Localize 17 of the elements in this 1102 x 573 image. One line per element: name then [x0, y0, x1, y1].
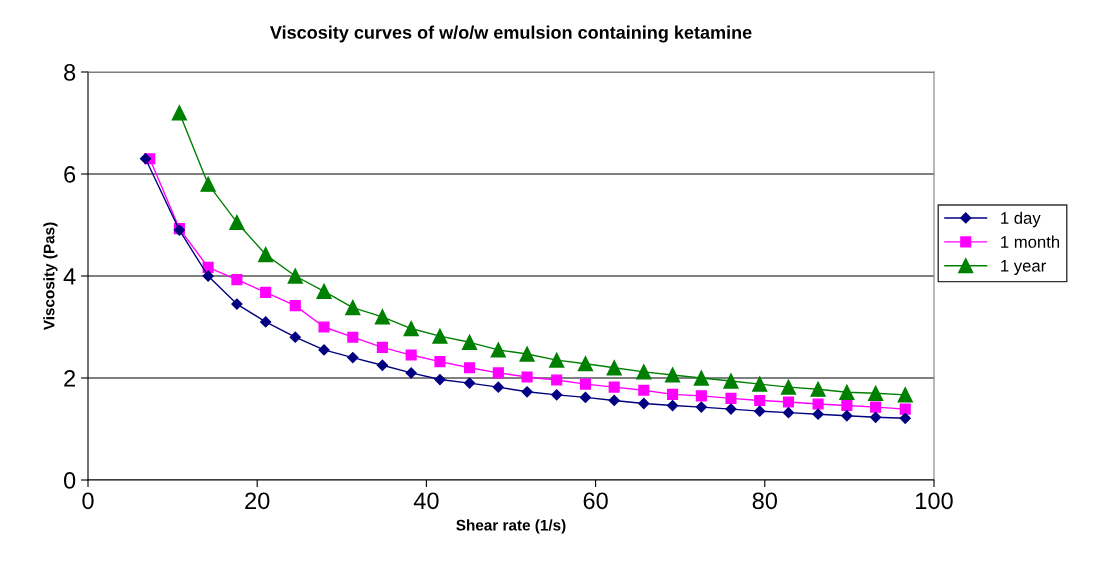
chart-title: Viscosity curves of w/o/w emulsion containing ketamine — [270, 25, 752, 43]
y-axis-title: Viscosity (Pas) — [43, 222, 58, 331]
legend-label: 1 month — [1001, 235, 1060, 248]
x-tick-label: 40 — [413, 492, 439, 510]
x-tick-label: 100 — [916, 492, 953, 510]
y-tick-label: 2 — [64, 370, 76, 387]
x-tick-label: 0 — [82, 492, 94, 510]
y-tick-label: 0 — [63, 472, 76, 489]
legend-label: 1 year — [1001, 260, 1046, 275]
x-tick-label: 20 — [245, 492, 270, 510]
x-axis-title: Shear rate (1/s) — [456, 519, 566, 534]
x-tick-label: 80 — [752, 492, 778, 510]
legend-label: 1 day — [1001, 211, 1041, 228]
x-tick-label: 60 — [583, 492, 608, 510]
y-tick-label: 6 — [64, 166, 76, 183]
y-tick-label: 4 — [63, 268, 76, 285]
y-tick-label: 8 — [64, 64, 76, 81]
